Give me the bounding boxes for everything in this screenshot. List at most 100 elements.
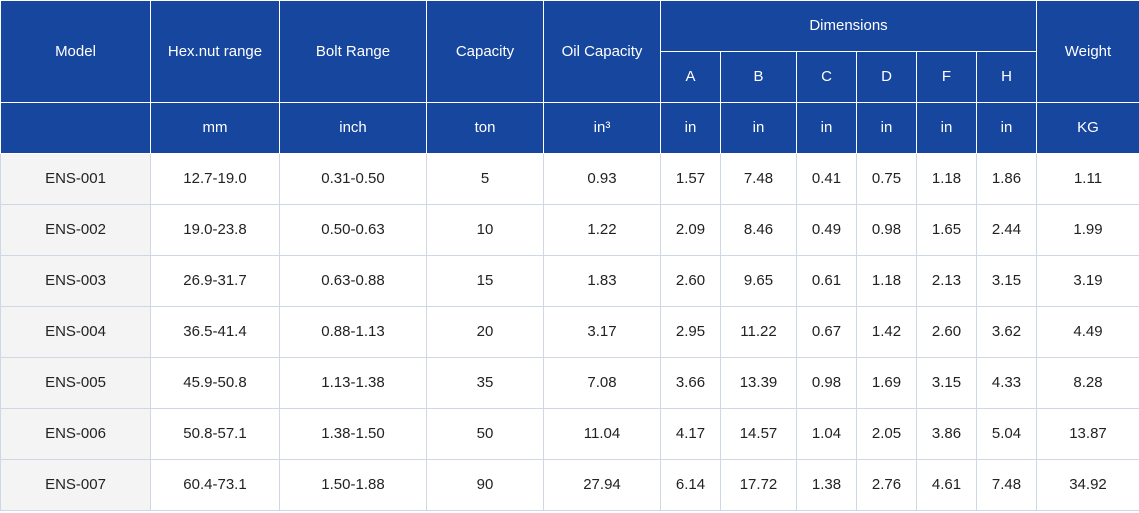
cell-bolt-range: 0.88-1.13: [279, 306, 427, 358]
unit-model: [0, 102, 151, 154]
cell-oil-capacity: 1.83: [543, 255, 661, 307]
cell-dim-b: 14.57: [720, 408, 797, 460]
cell-capacity: 50: [426, 408, 544, 460]
cell-oil-capacity: 1.22: [543, 204, 661, 256]
cell-dim-b: 11.22: [720, 306, 797, 358]
cell-weight: 8.28: [1036, 357, 1139, 409]
table-row: ENS-004 36.5-41.4 0.88-1.13 20 3.17 2.95 11.22…: [0, 306, 1139, 358]
header-weight: Weight: [1036, 0, 1139, 103]
cell-dim-a: 2.60: [660, 255, 721, 307]
cell-dim-f: 4.61: [916, 459, 977, 511]
unit-weight: KG: [1036, 102, 1139, 154]
cell-dim-f: 2.13: [916, 255, 977, 307]
header-dimensions: Dimensions: [660, 0, 1037, 52]
cell-model: ENS-007: [0, 459, 151, 511]
cell-model: ENS-005: [0, 357, 151, 409]
unit-capacity: ton: [426, 102, 544, 154]
cell-dim-b: 17.72: [720, 459, 797, 511]
cell-dim-c: 1.04: [796, 408, 857, 460]
cell-hex-nut-range: 50.8-57.1: [150, 408, 280, 460]
header-dim-f: F: [916, 51, 977, 103]
cell-dim-b: 7.48: [720, 153, 797, 205]
unit-bolt: inch: [279, 102, 427, 154]
cell-capacity: 20: [426, 306, 544, 358]
cell-dim-b: 9.65: [720, 255, 797, 307]
cell-dim-d: 1.42: [856, 306, 917, 358]
cell-capacity: 5: [426, 153, 544, 205]
cell-dim-f: 2.60: [916, 306, 977, 358]
header-capacity: Capacity: [426, 0, 544, 103]
cell-dim-f: 1.65: [916, 204, 977, 256]
cell-hex-nut-range: 26.9-31.7: [150, 255, 280, 307]
cell-bolt-range: 1.50-1.88: [279, 459, 427, 511]
cell-dim-f: 3.15: [916, 357, 977, 409]
table-row: ENS-007 60.4-73.1 1.50-1.88 90 27.94 6.14 17.7…: [0, 459, 1139, 511]
cell-oil-capacity: 11.04: [543, 408, 661, 460]
cell-dim-b: 13.39: [720, 357, 797, 409]
header-dim-c: C: [796, 51, 857, 103]
cell-dim-a: 2.09: [660, 204, 721, 256]
cell-weight: 1.11: [1036, 153, 1139, 205]
cell-dim-b: 8.46: [720, 204, 797, 256]
unit-dim-a: in: [660, 102, 721, 154]
unit-hex: mm: [150, 102, 280, 154]
cell-dim-c: 1.38: [796, 459, 857, 511]
cell-oil-capacity: 27.94: [543, 459, 661, 511]
unit-dim-b: in: [720, 102, 797, 154]
cell-oil-capacity: 0.93: [543, 153, 661, 205]
header-bolt-range: Bolt Range: [279, 0, 427, 103]
cell-dim-h: 3.62: [976, 306, 1037, 358]
unit-dim-f: in: [916, 102, 977, 154]
cell-dim-f: 3.86: [916, 408, 977, 460]
cell-dim-h: 3.15: [976, 255, 1037, 307]
cell-weight: 34.92: [1036, 459, 1139, 511]
cell-dim-d: 2.76: [856, 459, 917, 511]
cell-model: ENS-006: [0, 408, 151, 460]
header-dim-b: B: [720, 51, 797, 103]
cell-model: ENS-002: [0, 204, 151, 256]
cell-bolt-range: 1.38-1.50: [279, 408, 427, 460]
table-row: ENS-003 26.9-31.7 0.63-0.88 15 1.83 2.60 9.65 0…: [0, 255, 1139, 307]
cell-dim-h: 5.04: [976, 408, 1037, 460]
cell-dim-c: 0.49: [796, 204, 857, 256]
header-dim-a: A: [660, 51, 721, 103]
table-row: ENS-005 45.9-50.8 1.13-1.38 35 7.08 3.66 13.39…: [0, 357, 1139, 409]
cell-dim-c: 0.98: [796, 357, 857, 409]
cell-model: ENS-004: [0, 306, 151, 358]
cell-dim-d: 1.69: [856, 357, 917, 409]
cell-dim-h: 7.48: [976, 459, 1037, 511]
cell-hex-nut-range: 60.4-73.1: [150, 459, 280, 511]
header-dim-h: H: [976, 51, 1037, 103]
cell-oil-capacity: 7.08: [543, 357, 661, 409]
table-body: ENS-001 12.7-19.0 0.31-0.50 5 0.93 1.57 7.48 0.…: [0, 153, 1139, 511]
header-hex-nut-range: Hex.nut range: [150, 0, 280, 103]
cell-dim-d: 2.05: [856, 408, 917, 460]
cell-hex-nut-range: 19.0-23.8: [150, 204, 280, 256]
table-row: ENS-001 12.7-19.0 0.31-0.50 5 0.93 1.57 7.48 0.…: [0, 153, 1139, 205]
cell-dim-f: 1.18: [916, 153, 977, 205]
unit-dim-d: in: [856, 102, 917, 154]
table-row: ENS-002 19.0-23.8 0.50-0.63 10 1.22 2.09 8.46 0…: [0, 204, 1139, 256]
header-dim-d: D: [856, 51, 917, 103]
cell-weight: 4.49: [1036, 306, 1139, 358]
cell-hex-nut-range: 36.5-41.4: [150, 306, 280, 358]
cell-dim-d: 0.98: [856, 204, 917, 256]
cell-bolt-range: 0.31-0.50: [279, 153, 427, 205]
cell-dim-c: 0.67: [796, 306, 857, 358]
table-header: Model Hex.nut range Bolt Range Capacity …: [0, 0, 1139, 154]
cell-dim-h: 2.44: [976, 204, 1037, 256]
unit-oil: in³: [543, 102, 661, 154]
cell-weight: 3.19: [1036, 255, 1139, 307]
cell-dim-a: 4.17: [660, 408, 721, 460]
cell-capacity: 10: [426, 204, 544, 256]
cell-hex-nut-range: 12.7-19.0: [150, 153, 280, 205]
table-row: ENS-006 50.8-57.1 1.38-1.50 50 11.04 4.17 14.5…: [0, 408, 1139, 460]
header-model: Model: [0, 0, 151, 103]
cell-dim-d: 1.18: [856, 255, 917, 307]
cell-dim-h: 1.86: [976, 153, 1037, 205]
cell-weight: 1.99: [1036, 204, 1139, 256]
cell-capacity: 35: [426, 357, 544, 409]
cell-model: ENS-001: [0, 153, 151, 205]
cell-weight: 13.87: [1036, 408, 1139, 460]
